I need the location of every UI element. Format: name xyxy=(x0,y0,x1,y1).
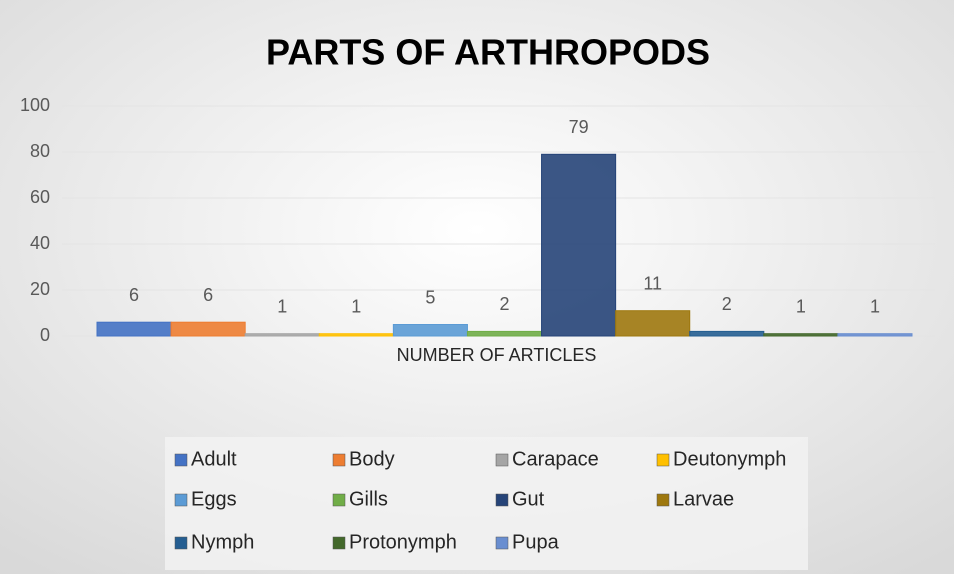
y-tick-label: 40 xyxy=(30,233,50,253)
bar xyxy=(837,333,913,337)
bar xyxy=(392,324,468,337)
legend-swatch xyxy=(174,536,188,550)
data-label: 1 xyxy=(796,296,806,316)
data-label: 11 xyxy=(643,273,662,293)
data-label: 6 xyxy=(203,285,213,305)
legend-swatch xyxy=(332,536,346,550)
legend-label: Gills xyxy=(349,488,388,510)
data-label: 5 xyxy=(425,287,435,307)
legend-label: Adult xyxy=(191,448,237,470)
bar xyxy=(466,330,543,337)
legend-swatch xyxy=(656,493,670,507)
data-label: 79 xyxy=(569,117,589,137)
bar xyxy=(318,333,394,337)
legend-swatch xyxy=(332,493,346,507)
data-label: 1 xyxy=(870,296,880,316)
bar xyxy=(541,153,617,337)
x-tick-label: NUMBER OF ARTICLES xyxy=(397,345,597,365)
legend-label: Eggs xyxy=(191,488,237,510)
data-label: 1 xyxy=(277,296,287,316)
legend-swatch xyxy=(495,453,509,467)
chart-title: PARTS OF ARTHROPODS xyxy=(266,32,710,73)
data-label: 6 xyxy=(129,285,139,305)
legend-label: Deutonymph xyxy=(673,448,786,470)
bar xyxy=(170,321,246,337)
y-tick-label: 80 xyxy=(30,141,50,161)
y-tick-label: 100 xyxy=(20,95,50,115)
data-label: 2 xyxy=(499,294,509,314)
legend-swatch xyxy=(174,493,188,507)
legend-swatch xyxy=(174,453,188,467)
bar xyxy=(763,333,839,337)
bar xyxy=(615,310,691,337)
legend-swatch xyxy=(495,536,509,550)
legend-label: Carapace xyxy=(512,448,599,470)
legend-label: Gut xyxy=(512,488,545,510)
legend-swatch xyxy=(656,453,670,467)
legend-label: Larvae xyxy=(673,488,734,510)
y-tick-label: 20 xyxy=(30,279,50,299)
legend-label: Body xyxy=(349,448,395,470)
bar xyxy=(689,330,765,337)
legend-swatch xyxy=(332,453,346,467)
bar xyxy=(96,321,172,337)
data-label: 2 xyxy=(722,294,732,314)
legend-label: Protonymph xyxy=(349,531,457,553)
y-tick-label: 0 xyxy=(40,325,50,345)
legend-label: Pupa xyxy=(512,531,560,553)
legend-label: Nymph xyxy=(191,531,254,553)
legend-box xyxy=(165,437,808,570)
legend-swatch xyxy=(495,493,509,507)
data-label: 1 xyxy=(351,296,361,316)
y-tick-label: 60 xyxy=(30,187,50,207)
bar xyxy=(244,333,320,337)
